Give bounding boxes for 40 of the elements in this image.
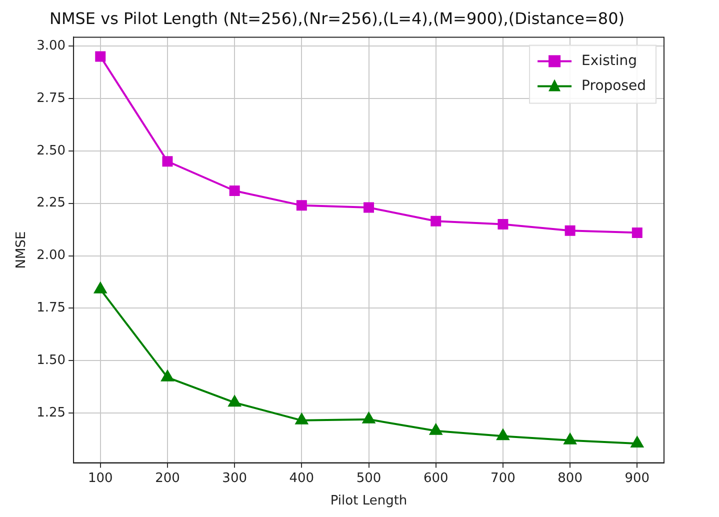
y-tick-label: 1.75 — [36, 300, 66, 316]
point — [630, 436, 644, 448]
point — [161, 370, 174, 382]
point — [632, 227, 642, 238]
x-tick-label: 200 — [155, 470, 180, 486]
point — [295, 413, 308, 424]
x-tick-label: 900 — [624, 470, 650, 486]
legend-label: Proposed — [582, 78, 646, 94]
point — [362, 412, 375, 424]
x-tick-label: 400 — [289, 470, 314, 486]
point — [364, 202, 374, 213]
y-tick-label: 3.00 — [36, 38, 66, 54]
y-axis-title: NMSE — [14, 231, 30, 269]
point — [296, 200, 307, 211]
x-tick-label: 300 — [222, 470, 247, 486]
point — [430, 216, 442, 226]
chart-title: NMSE vs Pilot Length (Nt=256),(Nr=256),(L=4),(M=900),(Distance=80) — [49, 8, 625, 28]
y-tick-label: 2.25 — [36, 196, 66, 211]
x-axis-title: Pilot Length — [330, 494, 408, 509]
point — [229, 186, 240, 196]
x-tick-label: 500 — [356, 470, 382, 486]
y-tick-label: 1.25 — [36, 405, 66, 420]
point — [95, 51, 106, 62]
point — [564, 225, 576, 236]
point — [564, 433, 576, 444]
point — [94, 282, 107, 294]
x-tick-label: 700 — [490, 470, 516, 486]
y-tick-label: 2.75 — [36, 90, 66, 106]
x-tick-label: 600 — [423, 470, 448, 486]
point — [162, 156, 173, 167]
point — [498, 219, 508, 230]
y-tick-label: 1.50 — [36, 353, 66, 368]
point — [228, 396, 241, 407]
x-tick-label: 100 — [88, 470, 113, 486]
point — [430, 424, 442, 435]
y-tick-label: 2.50 — [36, 143, 66, 158]
x-tick-label: 800 — [558, 470, 582, 486]
legend-label: Existing — [582, 52, 637, 69]
y-tick-label: 2.00 — [36, 248, 66, 264]
point — [496, 429, 510, 440]
